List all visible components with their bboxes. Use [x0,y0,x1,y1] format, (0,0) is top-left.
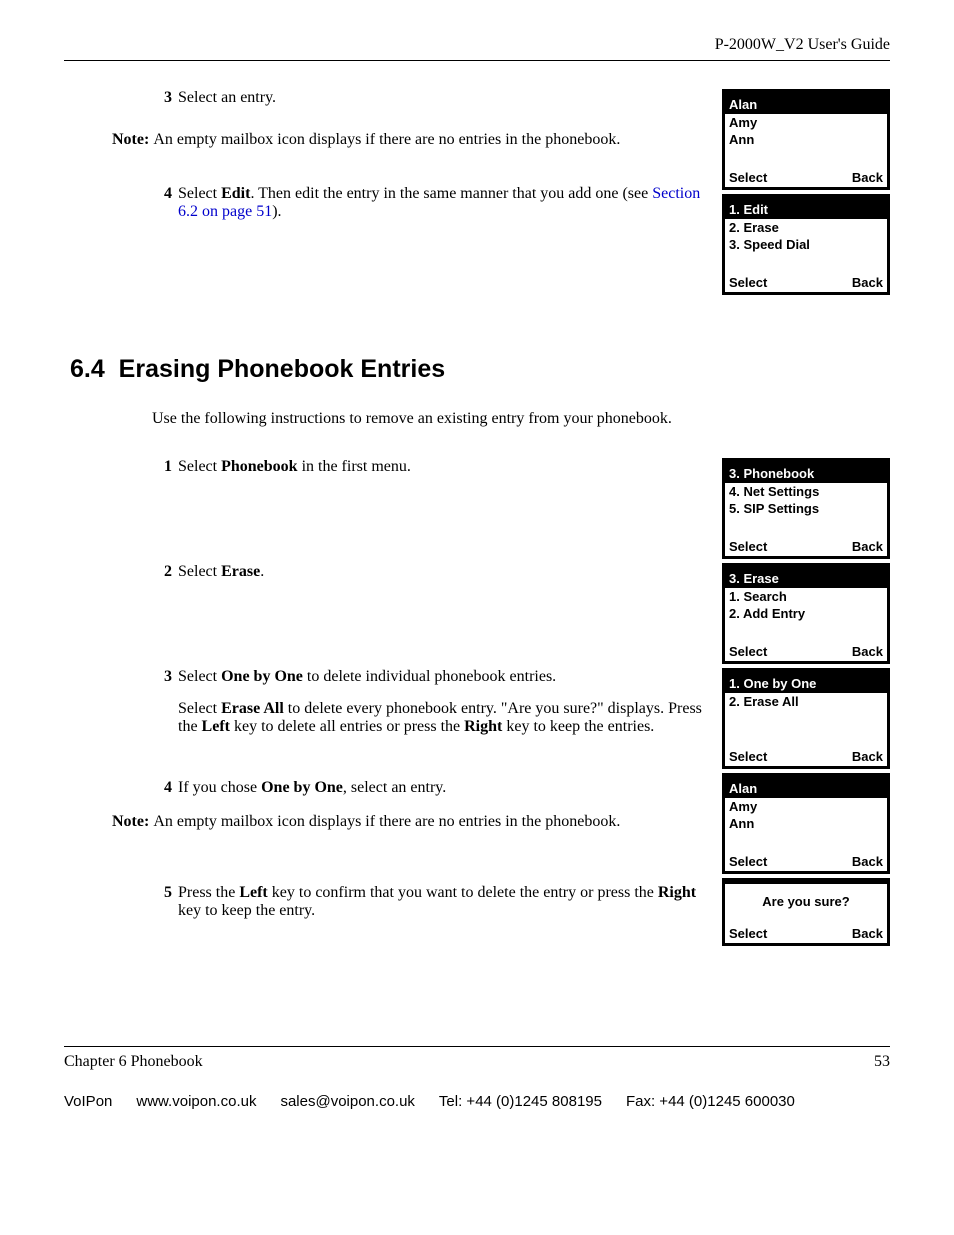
step-3b-para2: Select Erase All to delete every phonebo… [178,700,718,736]
softkey-right: Back [852,926,883,941]
step-3-num: 3 [152,89,172,107]
screen-row: 5. SIP Settings [725,500,887,517]
footer-email: sales@voipon.co.uk [280,1093,414,1110]
screen-row: Amy [725,798,887,815]
softkey-right: Back [852,539,883,554]
screen-highlight: 1. One by One [725,674,887,693]
screen-erase-menu: 3. Erase 1. Search 2. Add Entry Select B… [722,563,890,664]
footer-website: www.voipon.co.uk [136,1093,256,1110]
header-doc-title: P-2000W_V2 User's Guide [64,36,890,54]
step-2-num: 2 [152,563,172,581]
note2-label: Note: [112,813,149,831]
top-left-column: 3 Select an entry. Note: An empty mailbo… [152,89,722,235]
footer-tel: Tel: +44 (0)1245 808195 [439,1093,602,1110]
softkey-right: Back [852,275,883,290]
softkey-left: Select [729,539,767,554]
step-1-text: Select Phonebook in the first menu. [178,458,718,476]
screen-contacts: Alan Amy Ann Select Back [722,89,890,190]
section-intro: Use the following instructions to remove… [152,410,890,428]
screen-main-menu: 3. Phonebook 4. Net Settings 5. SIP Sett… [722,458,890,559]
note-label: Note: [112,131,149,149]
section-heading: 6.4 Erasing Phonebook Entries [70,355,890,384]
screen-row: 3. Speed Dial [725,236,887,253]
footer-page-number: 53 [874,1053,890,1071]
screen-highlight: 1. Edit [725,200,887,219]
step-4b-text: If you chose One by One, select an entry… [178,779,718,797]
screen-row: 2. Erase [725,219,887,236]
screen-highlight: Alan [725,95,887,114]
step-3b-num: 3 [152,668,172,686]
step-4-num: 4 [152,185,172,221]
screen-row: Amy [725,114,887,131]
softkey-left: Select [729,926,767,941]
screen-row: 2. Erase All [725,693,887,710]
footer-chapter: Chapter 6 Phonebook [64,1053,203,1071]
softkey-right: Back [852,644,883,659]
step-4b-num: 4 [152,779,172,797]
footer-company: VoIPon [64,1093,112,1110]
softkey-left: Select [729,749,767,764]
note-text: An empty mailbox icon displays if there … [153,131,620,149]
screen-row: 2. Add Entry [725,605,887,622]
screen-row: Ann [725,131,887,148]
step-5-text: Press the Left key to confirm that you w… [178,884,718,920]
step-3b-text: Select One by One to delete individual p… [178,668,718,686]
screen-confirm: Are you sure? Select Back [722,878,890,946]
footer-fax: Fax: +44 (0)1245 600030 [626,1093,795,1110]
softkey-right: Back [852,170,883,185]
step-3-text: Select an entry. [178,89,718,107]
screen-edit-menu: 1. Edit 2. Erase 3. Speed Dial Select Ba… [722,194,890,295]
softkey-left: Select [729,644,767,659]
softkey-right: Back [852,749,883,764]
note2-text: An empty mailbox icon displays if there … [153,813,620,831]
screen-message: Are you sure? [725,884,887,924]
screen-row: Ann [725,815,887,832]
screen-row: 1. Search [725,588,887,605]
step-4-text: Select Edit. Then edit the entry in the … [178,185,718,221]
softkey-left: Select [729,170,767,185]
step-5-num: 5 [152,884,172,920]
softkey-right: Back [852,854,883,869]
screen-erase-options: 1. One by One 2. Erase All Select Back [722,668,890,769]
screen-row: 4. Net Settings [725,483,887,500]
screen-highlight: Alan [725,779,887,798]
footer-contact: VoIPon www.voipon.co.uk sales@voipon.co.… [64,1093,890,1110]
screen-select-entry: Alan Amy Ann Select Back [722,773,890,874]
top-right-column: Alan Amy Ann Select Back 1. Edit 2. Eras… [722,89,890,299]
step-2-text: Select Erase. [178,563,718,581]
softkey-left: Select [729,854,767,869]
screen-highlight: 3. Phonebook [725,464,887,483]
softkey-left: Select [729,275,767,290]
footer-rule [64,1046,890,1047]
step-1-num: 1 [152,458,172,476]
screen-highlight: 3. Erase [725,569,887,588]
header-rule [64,60,890,61]
